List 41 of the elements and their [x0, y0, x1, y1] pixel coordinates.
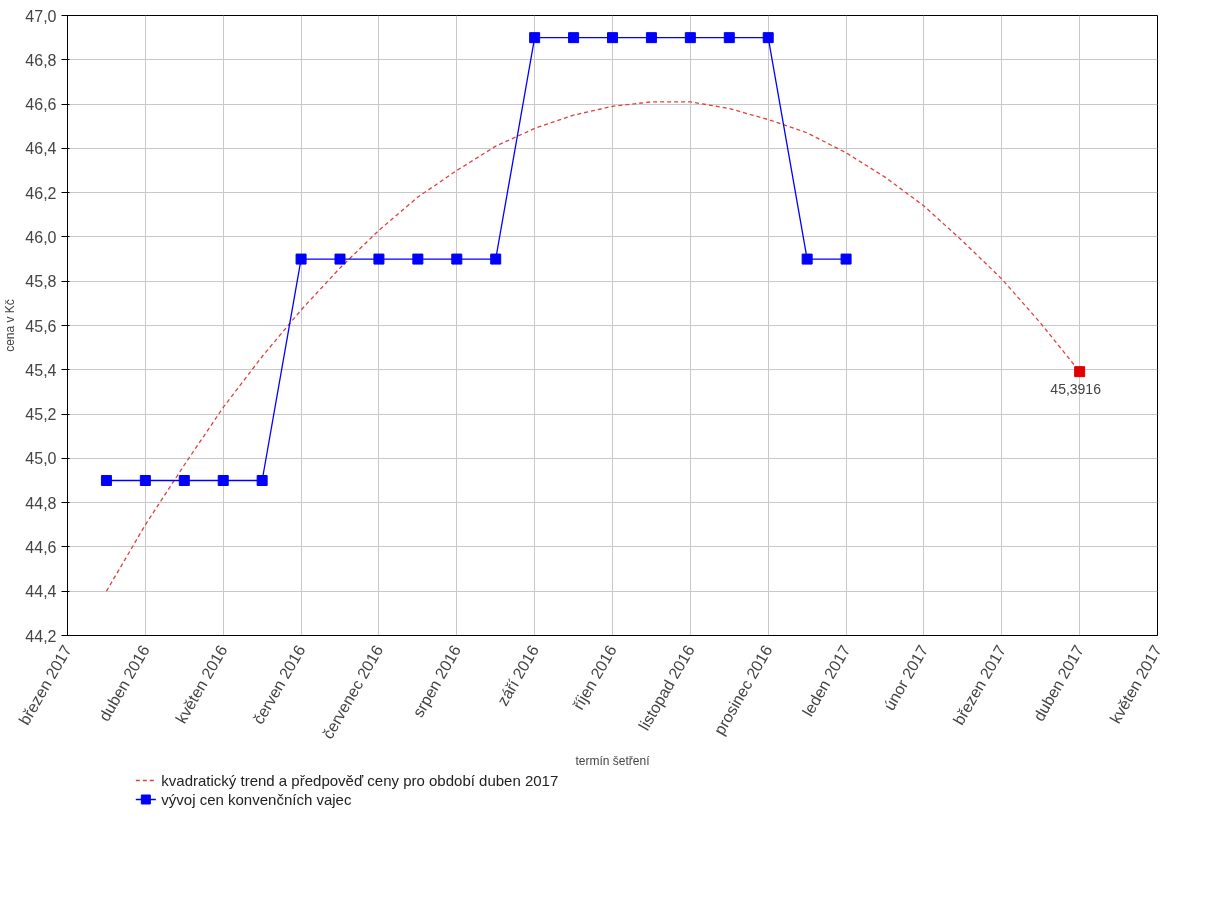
y-tick-label: 46,2 [25, 184, 57, 202]
legend-label: kvadratický trend a předpověď ceny pro období duben 2017 [161, 772, 559, 789]
point [412, 253, 424, 265]
y-tick-label: 45,6 [25, 317, 57, 335]
point [607, 32, 618, 44]
point [100, 475, 112, 486]
point [139, 475, 151, 486]
point [762, 32, 774, 44]
point [217, 475, 229, 486]
y-tick-label: 44,2 [25, 627, 57, 645]
y-tick-label: 45,8 [25, 273, 57, 291]
point [373, 253, 385, 265]
y-tick-label: 45,0 [25, 450, 57, 468]
y-tick-label: 47,0 [25, 7, 57, 25]
point [1074, 366, 1086, 378]
y-axis-title: cena v Kč [3, 299, 18, 352]
y-tick-label: 45,2 [25, 406, 57, 424]
point [840, 253, 852, 265]
point [490, 253, 502, 265]
point [801, 253, 813, 265]
y-tick-label: 44,6 [25, 538, 57, 556]
point [256, 475, 268, 486]
y-tick-label: 46,0 [25, 228, 57, 246]
legend-label: vývoj cen konvenčních vajec [161, 791, 352, 808]
y-tick-label: 44,8 [25, 494, 57, 512]
y-tick-label: 44,4 [25, 583, 57, 601]
point [645, 32, 657, 44]
y-tick-label: 46,8 [25, 51, 57, 69]
y-tick-label: 45,4 [25, 361, 57, 379]
point [295, 253, 307, 265]
point [568, 32, 580, 44]
point [334, 253, 346, 265]
point [723, 32, 735, 44]
point [684, 32, 696, 44]
y-tick-label: 46,6 [25, 96, 57, 114]
x-axis-title: termín šetření [575, 753, 651, 768]
point [178, 475, 190, 486]
annotation: 45,3916 [1050, 380, 1102, 397]
y-tick-label: 46,4 [25, 140, 57, 158]
point [451, 253, 463, 265]
point [529, 32, 541, 44]
